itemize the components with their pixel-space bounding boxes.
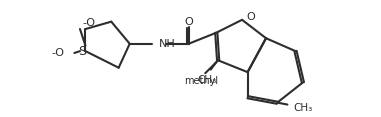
Text: -O: -O bbox=[51, 48, 64, 58]
Text: CH₃: CH₃ bbox=[197, 75, 217, 85]
Text: -O: -O bbox=[83, 18, 96, 29]
Text: CH₃: CH₃ bbox=[294, 103, 313, 113]
Text: NH: NH bbox=[158, 39, 175, 49]
Text: methyl: methyl bbox=[184, 76, 219, 86]
Text: O: O bbox=[247, 12, 255, 22]
Text: O: O bbox=[184, 17, 193, 27]
Text: S: S bbox=[78, 45, 86, 58]
